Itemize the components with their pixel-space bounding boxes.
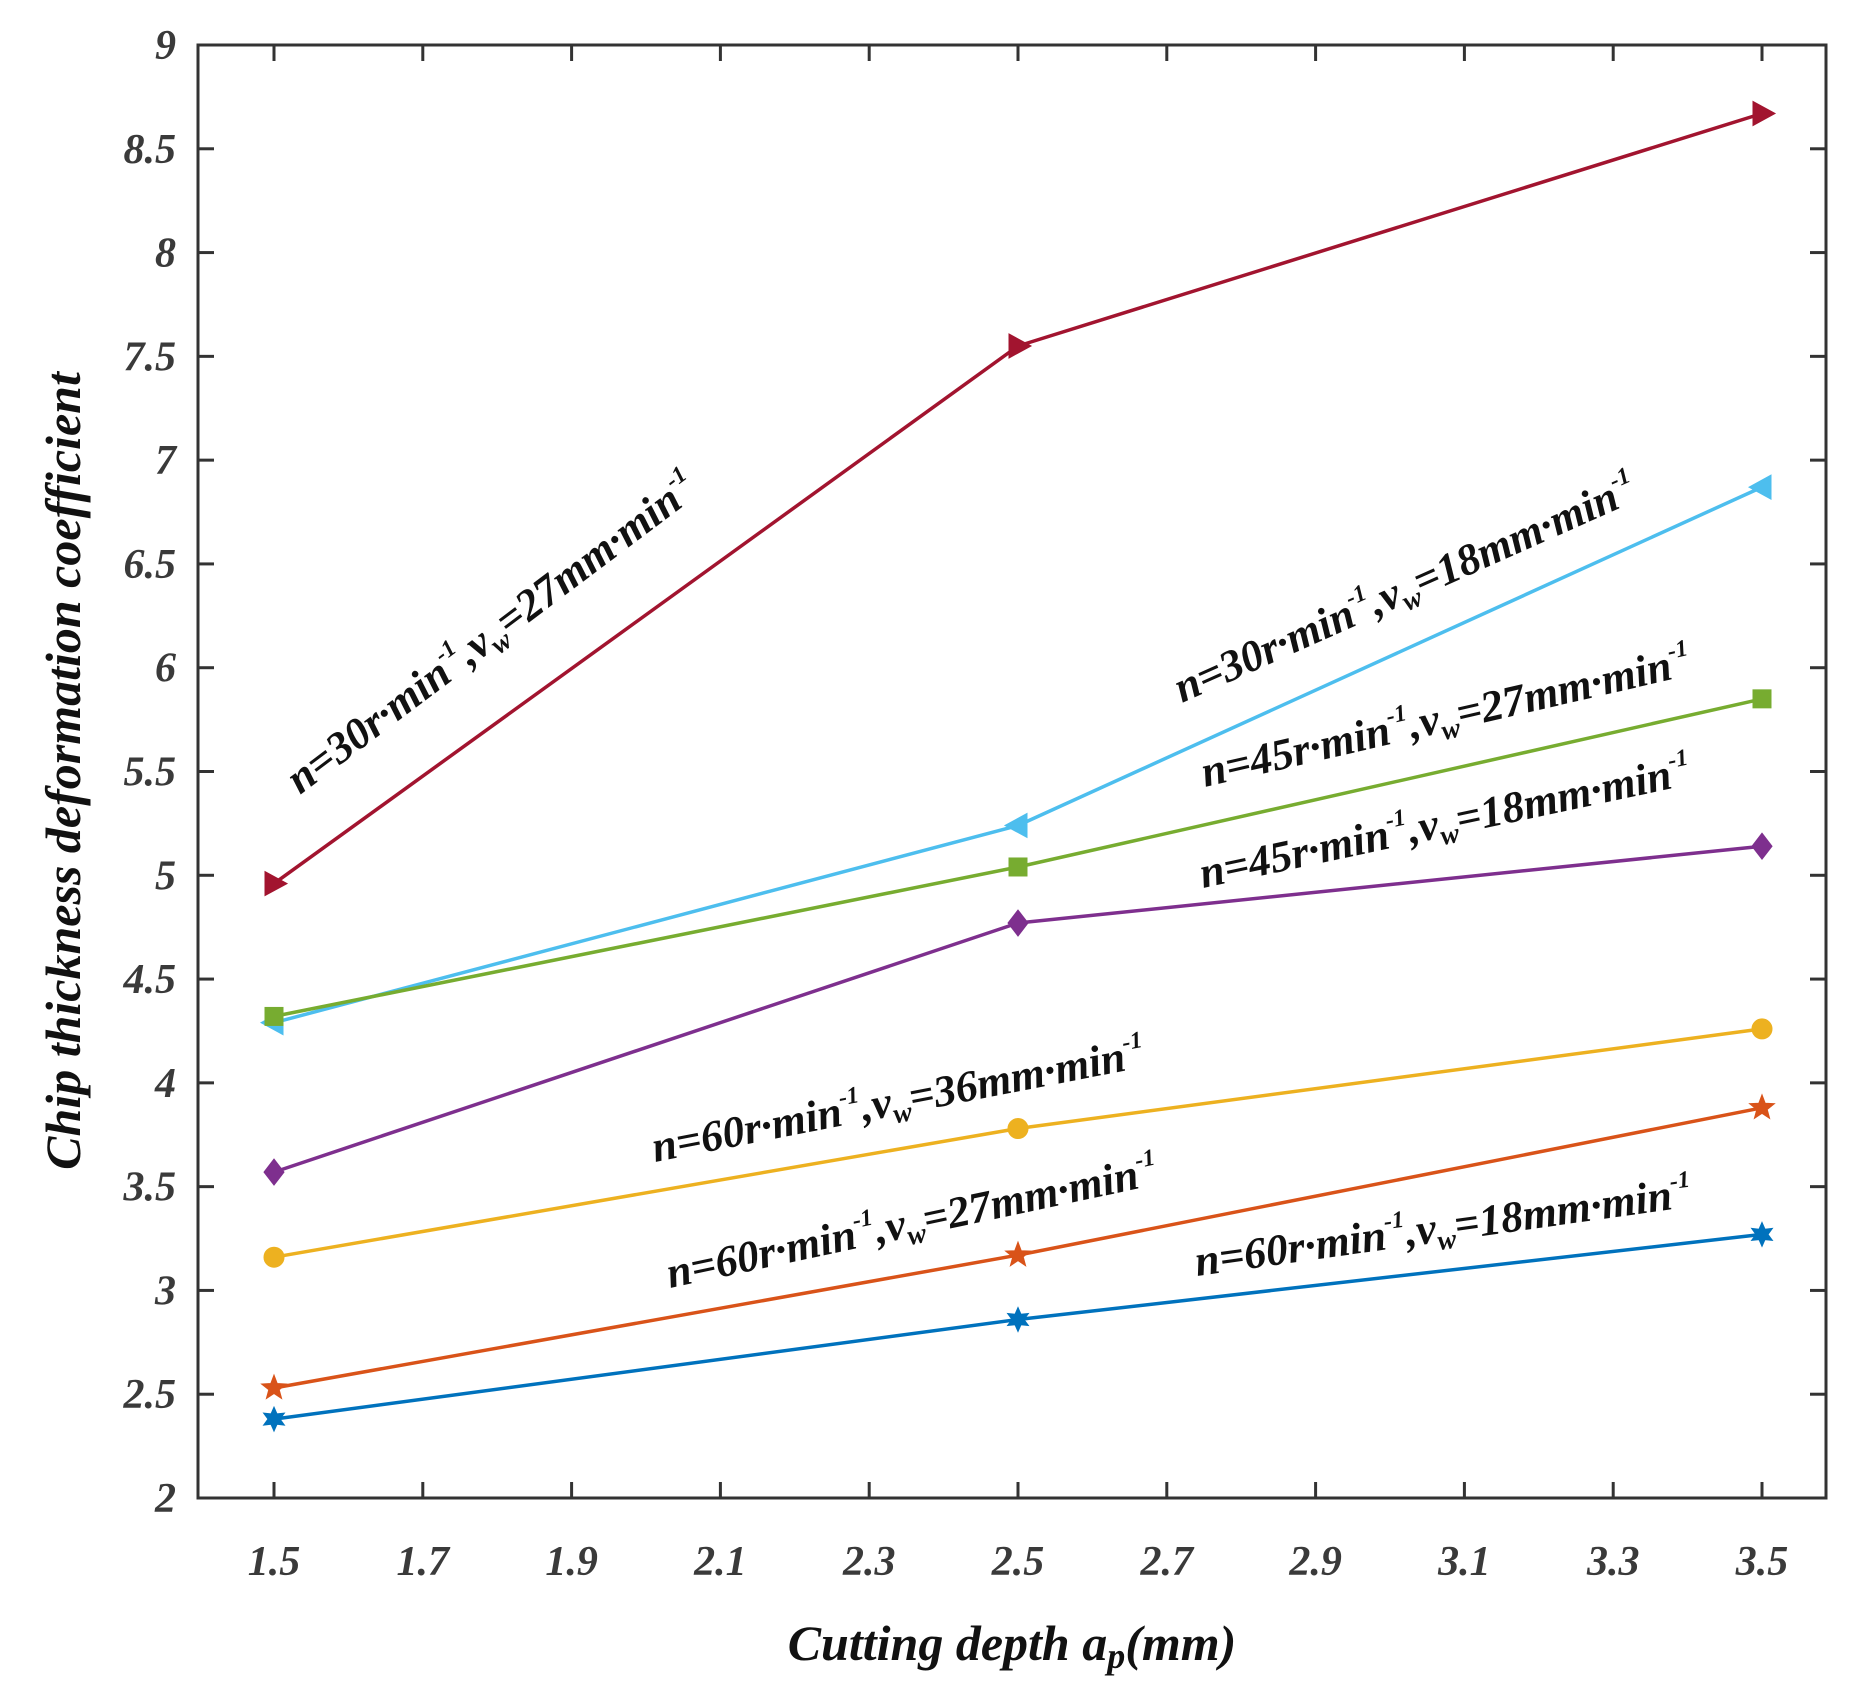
annotation-part: =27mm·min: [1451, 641, 1676, 738]
annotation-part: =27mm·min: [486, 474, 691, 645]
data-point: [262, 1405, 286, 1433]
annotation-part: ,v: [1402, 799, 1443, 854]
series-1: [259, 474, 1772, 1036]
data-point: [1003, 812, 1028, 839]
series-layer: [259, 100, 1777, 1433]
data-point: [1747, 474, 1772, 500]
annotation-part: ,v: [1401, 1203, 1440, 1256]
annotation-part: -1: [836, 1082, 861, 1111]
data-point: [263, 1246, 285, 1268]
series-3: [263, 832, 1773, 1186]
x-tick-label: 2.3: [842, 1539, 896, 1585]
data-point: [1751, 1018, 1773, 1040]
annotation-part: =27mm·min: [918, 1150, 1143, 1244]
annotation-part: -1: [1120, 1027, 1145, 1056]
y-tick-label: 8.5: [124, 127, 177, 173]
annotation-part: n=30r·min: [277, 648, 460, 803]
x-tick-label: 1.5: [248, 1539, 301, 1585]
x-tick-label: 3.5: [1735, 1539, 1789, 1585]
y-tick-label: 9: [155, 23, 176, 69]
data-point: [264, 1006, 284, 1026]
annotation-part: -1: [1668, 1167, 1691, 1196]
data-point: [1007, 909, 1029, 937]
annotation-part: n=45r·min: [1195, 810, 1394, 898]
y-tick-label: 4.5: [123, 957, 177, 1003]
annotation-part: ,v: [869, 1199, 910, 1254]
annotation-part: w: [1436, 1224, 1459, 1257]
data-point: [1008, 857, 1028, 877]
series-annotation: n=30r·min-1,vw=27mm·min-1: [276, 461, 709, 807]
data-point: [1004, 1240, 1032, 1267]
data-point: [264, 870, 289, 897]
y-axis-label: Chip thickness deformation coefficient: [35, 370, 91, 1170]
y-tick-label: 3: [154, 1268, 176, 1314]
data-point: [1008, 333, 1033, 359]
annotation-part: ,v: [855, 1077, 896, 1131]
ticks-layer: 1.5 1.7 1.9 2.1 2.3 2.5 2.7 2.9 3.1 3.3 3.5 2 2.5 3 3.…: [123, 23, 1826, 1585]
annotation-part: n=60r·min: [662, 1210, 861, 1298]
y-tick-label: 2: [154, 1476, 176, 1522]
annotation-part: -1: [1382, 1207, 1405, 1236]
y-tick-label: 7.5: [124, 334, 177, 380]
x-tick-label: 2.5: [991, 1539, 1045, 1585]
x-tick-label: 1.7: [397, 1539, 452, 1585]
data-point: [263, 1158, 285, 1186]
y-tick-label: 6: [155, 646, 176, 692]
x-axis-label-main: Cutting depth a: [788, 1615, 1108, 1671]
data-point: [1748, 1093, 1776, 1120]
y-tick-label: 6.5: [124, 542, 177, 588]
x-axis-label-sub: p: [1104, 1636, 1125, 1676]
series-annotation: n=60r·min-1,vw=27mm·min-1: [662, 1145, 1164, 1303]
annotation-part: n=60r·min: [1192, 1211, 1390, 1286]
annotation-part: =18mm·min: [1451, 750, 1676, 844]
y-tick-label: 4: [154, 1061, 176, 1107]
x-axis-label-unit: (mm): [1125, 1615, 1236, 1671]
series-6: [262, 1221, 1774, 1433]
x-axis-label: Cutting depth ap(mm): [788, 1615, 1237, 1676]
y-tick-label: 8: [155, 231, 176, 277]
annotation-part: -1: [1132, 1145, 1157, 1175]
series-annotation: n=60r·min-1,vw=36mm·min-1: [647, 1027, 1150, 1177]
annotation-part: n=60r·min: [648, 1087, 846, 1172]
data-point: [1751, 832, 1773, 861]
data-point: [1007, 1118, 1029, 1140]
data-point: [1006, 1306, 1030, 1333]
annotation-part: n=30r·min: [1166, 589, 1362, 712]
data-point: [1752, 689, 1772, 709]
series-2: [264, 689, 1772, 1026]
x-tick-label: 3.3: [1586, 1539, 1640, 1585]
y-tick-label: 5.5: [124, 750, 177, 796]
x-tick-label: 2.9: [1288, 1539, 1342, 1585]
series-5: [260, 1093, 1776, 1400]
data-point: [1752, 100, 1777, 127]
annotation-part: =18mm·min: [1405, 472, 1625, 606]
x-tick-label: 2.7: [1140, 1539, 1196, 1585]
series-0: [264, 100, 1777, 897]
series-line: [273, 485, 1763, 1025]
x-tick-label: 1.9: [545, 1539, 598, 1585]
y-tick-label: 2.5: [123, 1372, 177, 1418]
series-4: [263, 1018, 1773, 1268]
x-tick-label: 2.1: [693, 1539, 747, 1585]
annotation-part: =36mm·min: [905, 1032, 1130, 1122]
series-line: [272, 111, 1763, 886]
data-point: [260, 1373, 288, 1400]
x-tick-label: 3.1: [1437, 1539, 1491, 1585]
y-tick-label: 5: [155, 853, 176, 899]
y-tick-label: 7: [155, 438, 178, 484]
annotation-part: -1: [1665, 745, 1690, 775]
annotation-part: n=45r·min: [1196, 706, 1395, 797]
annotations-layer: n=30r·min-1,vw=27mm·min-1n=30r·min-1,vw=…: [276, 461, 1692, 1303]
annotation-part: =18mm·min: [1451, 1170, 1675, 1249]
y-tick-label: 3.5: [123, 1165, 177, 1211]
annotation-part: ,v: [1402, 694, 1444, 749]
data-point: [1750, 1221, 1774, 1248]
